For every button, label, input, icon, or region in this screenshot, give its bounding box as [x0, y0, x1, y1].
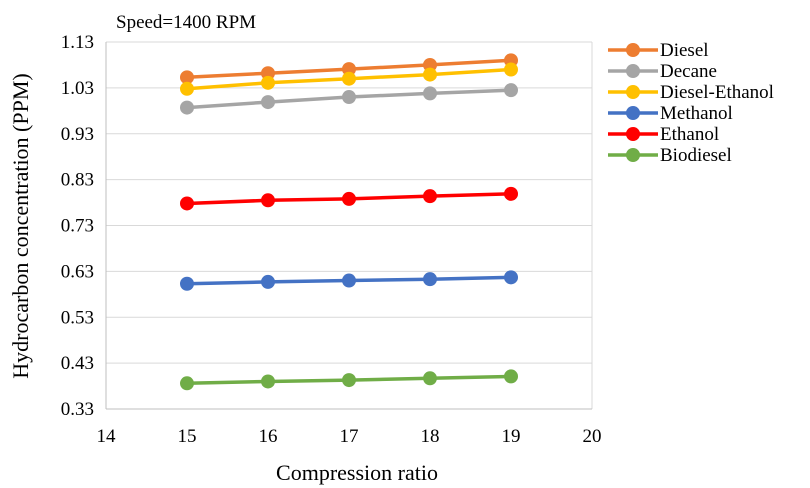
legend-marker [626, 43, 640, 57]
x-tick-label: 20 [583, 426, 602, 447]
legend-item: Diesel-Ethanol [608, 82, 774, 103]
data-point [180, 70, 194, 85]
legend-label: Biodiesel [660, 145, 732, 166]
legend-item: Decane [608, 61, 717, 82]
data-point [342, 62, 356, 77]
data-point [423, 86, 437, 101]
x-axis-title: Compression ratio [276, 460, 438, 485]
data-point [342, 90, 356, 105]
data-point [180, 196, 194, 211]
y-tick-label: 0.63 [61, 261, 94, 282]
data-point [504, 83, 518, 98]
data-point [261, 374, 275, 389]
series-diesel-ethanol [180, 62, 518, 96]
data-point [180, 276, 194, 291]
legend-item: Diesel [608, 40, 709, 61]
y-tick-label: 0.73 [61, 216, 94, 237]
legend-marker [626, 106, 640, 120]
series-methanol [180, 270, 518, 291]
data-point [180, 376, 194, 391]
series-diesel [180, 53, 518, 85]
data-point [504, 186, 518, 201]
legend-marker [626, 64, 640, 78]
x-tick-labels: 14 15 16 17 18 19 20 [97, 426, 602, 447]
y-tick-labels: 0.33 0.43 0.53 0.63 0.73 0.83 0.93 1.03 1.13 [61, 32, 94, 420]
data-point [180, 81, 194, 96]
x-tick-label: 18 [421, 426, 440, 447]
legend-item: Ethanol [608, 124, 719, 145]
x-tick-label: 14 [97, 426, 117, 447]
data-point [261, 75, 275, 90]
series-ethanol [180, 186, 518, 211]
y-tick-label: 0.43 [61, 353, 94, 374]
gridlines [106, 41, 592, 410]
data-point [423, 371, 437, 386]
data-point [504, 369, 518, 384]
legend-item: Biodiesel [608, 145, 732, 166]
data-point [423, 189, 437, 204]
data-point [342, 273, 356, 288]
y-tick-label: 0.33 [61, 399, 94, 420]
legend: DieselDecaneDiesel-EthanolMethanolEthano… [608, 40, 774, 166]
data-point [180, 100, 194, 115]
legend-marker [626, 148, 640, 162]
data-point [423, 272, 437, 287]
x-tick-label: 19 [502, 426, 521, 447]
y-tick-label: 0.53 [61, 307, 94, 328]
y-tick-label: 1.03 [61, 78, 94, 99]
series-group [180, 53, 518, 391]
data-point [342, 373, 356, 388]
data-point [261, 95, 275, 110]
x-tick-label: 16 [259, 426, 278, 447]
data-point [261, 193, 275, 208]
legend-item: Methanol [608, 103, 733, 124]
data-point [342, 71, 356, 86]
x-tick-label: 17 [340, 426, 359, 447]
data-point [261, 274, 275, 289]
series-decane [180, 83, 518, 115]
legend-label: Decane [660, 61, 717, 82]
legend-marker [626, 85, 640, 99]
legend-label: Ethanol [660, 124, 719, 145]
data-point [261, 66, 275, 81]
legend-marker [626, 127, 640, 141]
series-biodiesel [180, 369, 518, 391]
data-point [342, 191, 356, 206]
data-point [504, 270, 518, 285]
x-tick-label: 15 [178, 426, 197, 447]
legend-label: Methanol [660, 103, 733, 124]
y-tick-label: 0.93 [61, 124, 94, 145]
data-point [423, 57, 437, 72]
data-point [423, 67, 437, 82]
legend-label: Diesel-Ethanol [660, 82, 774, 103]
y-tick-label: 1.13 [61, 32, 94, 53]
axes [105, 42, 593, 410]
data-point [504, 62, 518, 77]
y-axis-title: Hydrocarbon concentration (PPM) [8, 73, 33, 378]
y-tick-label: 0.83 [61, 170, 94, 191]
chart-title: Speed=1400 RPM [116, 12, 256, 33]
legend-label: Diesel [660, 40, 709, 61]
